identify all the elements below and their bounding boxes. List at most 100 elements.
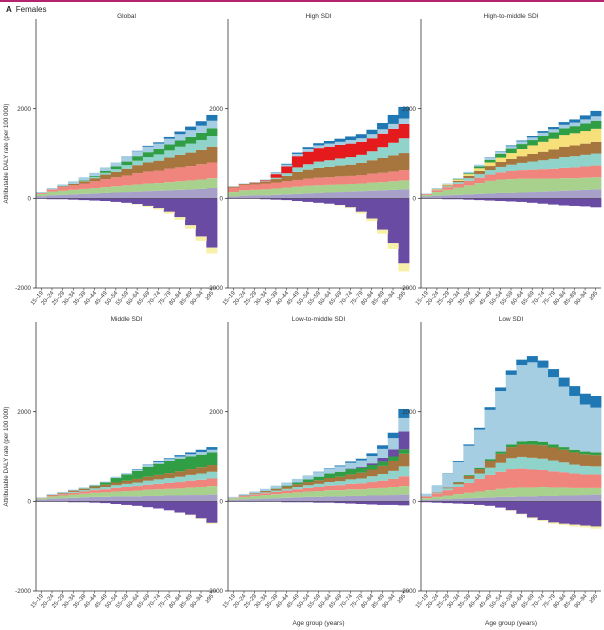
bar-segment (505, 192, 517, 199)
bar-segment (421, 196, 432, 199)
bar-segment (163, 495, 175, 502)
bar-segment (313, 486, 325, 492)
x-tick-label: 90–94 (190, 290, 205, 307)
bar-segment (323, 473, 335, 479)
negative-bar-segment (206, 522, 218, 524)
bar-segment (505, 148, 517, 154)
bar-segment (387, 189, 399, 199)
bar-segment (291, 486, 303, 490)
bar-segment (473, 174, 485, 178)
bar-segment (377, 147, 389, 158)
bar-segment (484, 460, 496, 468)
x-tick-label: 90–94 (382, 593, 397, 610)
bar-segment (484, 497, 496, 502)
negative-bar-segment (387, 501, 399, 505)
bar-segment (526, 487, 538, 497)
negative-bar-segment (291, 501, 303, 503)
bar-segment (110, 171, 122, 178)
bar-segment (579, 131, 591, 144)
bar-segment (377, 465, 389, 474)
bar-segment (121, 192, 133, 199)
bar-segment (569, 452, 581, 465)
bar-segment (442, 183, 454, 185)
bar-segment (334, 490, 346, 497)
bar-segment (463, 194, 475, 199)
bar-segment (323, 192, 335, 199)
bar-segment (537, 151, 549, 161)
bar-segment (57, 194, 69, 199)
bar-segment (355, 458, 367, 461)
bar-segment (270, 172, 282, 175)
negative-bar-segment (548, 501, 560, 523)
bar-segment (442, 195, 454, 199)
bar-segment (323, 143, 335, 147)
bar-segment (431, 493, 443, 497)
bar-segment (99, 167, 111, 171)
bar-segment (291, 492, 303, 498)
bar-segment (463, 185, 475, 195)
bar-segment (291, 171, 303, 180)
bar-segment (345, 175, 357, 184)
bar-segment (110, 478, 122, 483)
negative-bar-segment (579, 525, 591, 528)
negative-bar-segment (442, 198, 454, 200)
bar-segment (473, 473, 485, 479)
bar-segment (516, 178, 528, 193)
bar-segment (195, 121, 207, 126)
negative-bar-segment (99, 198, 111, 202)
bar-segment (174, 140, 186, 147)
bar-segment (355, 175, 367, 184)
negative-bar-segment (131, 501, 143, 506)
negative-bar-segment (302, 198, 314, 202)
bar-segment (473, 164, 485, 167)
bar-segment (195, 467, 207, 474)
bar-segment (452, 486, 464, 495)
bar-segment (313, 177, 325, 186)
bar-segment (131, 482, 143, 487)
bar-segment (121, 168, 133, 176)
bar-segment (67, 181, 79, 184)
bar-segment (185, 166, 197, 181)
bar-segment (323, 490, 335, 497)
x-tick-label: 90–94 (382, 290, 397, 307)
bar-segment (442, 490, 454, 496)
bar-segment (185, 495, 197, 502)
bar-segment (505, 164, 517, 171)
bar-segment (89, 492, 101, 497)
bar-segment (355, 489, 367, 496)
bar-segment (548, 178, 560, 192)
bar-segment (377, 457, 389, 462)
bar-segment (206, 449, 218, 453)
bar-segment (484, 174, 496, 181)
bar-segment (505, 179, 517, 193)
bar-segment (228, 496, 240, 498)
bar-segment (163, 182, 175, 191)
bar-segment (473, 427, 485, 430)
bar-segment (291, 489, 303, 493)
bar-segment (281, 181, 293, 188)
bar-segment (452, 180, 464, 183)
bar-segment (355, 141, 367, 155)
bar-segment (377, 133, 389, 148)
bar-segment (387, 460, 399, 471)
bar-segment (558, 495, 570, 502)
bar-segment (579, 474, 591, 488)
bar-segment (473, 497, 485, 502)
bar-segment (36, 192, 48, 193)
bar-segment (579, 393, 591, 405)
bar-segment (163, 190, 175, 199)
bar-segment (387, 181, 399, 190)
bar-segment (195, 486, 207, 496)
bar-segment (463, 498, 475, 502)
negative-bar-segment (526, 198, 538, 203)
x-tick-label: ≥95 (204, 290, 215, 301)
bar-segment (57, 498, 69, 502)
negative-bar-segment (526, 517, 538, 519)
bar-segment (548, 138, 560, 150)
bar-segment (78, 491, 90, 494)
negative-bar-segment (195, 501, 207, 519)
bar-segment (334, 471, 346, 477)
negative-bar-segment (377, 198, 389, 230)
bar-segment (163, 150, 175, 158)
bar-segment (431, 192, 443, 196)
